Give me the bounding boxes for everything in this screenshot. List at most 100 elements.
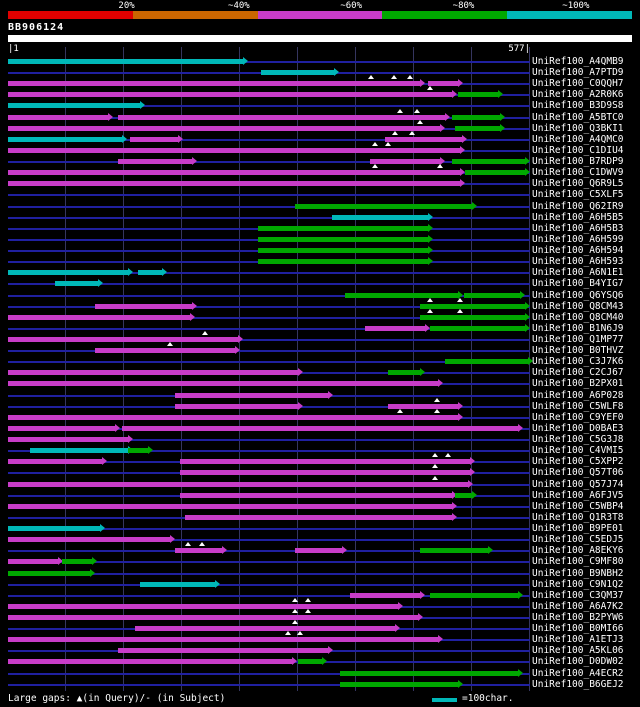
alignment-bar-magenta[interactable] <box>8 457 108 466</box>
alignment-bar-magenta[interactable] <box>94 346 241 355</box>
alignment-bar-magenta[interactable] <box>8 368 304 377</box>
hit-label[interactable]: UniRef100_B4YIG7 <box>532 278 624 290</box>
alignment-bar-cyan[interactable] <box>138 268 167 277</box>
hit-label[interactable]: UniRef100_A6H5B5 <box>532 211 624 223</box>
hit-label[interactable]: UniRef100_A6FJV5 <box>532 489 624 501</box>
alignment-bar-cyan[interactable] <box>8 57 249 65</box>
hit-label[interactable]: UniRef100_C2CJ67 <box>532 367 624 379</box>
hit-label[interactable]: UniRef100_Q62IR9 <box>532 200 624 212</box>
hit-label[interactable]: UniRef100_Q57J74 <box>532 478 624 490</box>
hit-label[interactable]: UniRef100_B9PE01 <box>532 523 624 535</box>
alignment-bar-magenta[interactable] <box>134 624 401 633</box>
alignment-bar-magenta[interactable] <box>118 646 334 655</box>
hit-label[interactable]: UniRef100_C5G3J8 <box>532 434 624 446</box>
alignment-bar-magenta[interactable] <box>8 123 446 132</box>
hit-label[interactable]: UniRef100_Q57T06 <box>532 467 624 479</box>
alignment-bar-green[interactable] <box>340 679 463 688</box>
hit-label[interactable]: UniRef100_A6A7K2 <box>532 600 624 612</box>
alignment-bar-green[interactable] <box>294 201 478 210</box>
hit-label[interactable]: UniRef100_C5EDJ5 <box>532 534 624 546</box>
alignment-bar-cyan[interactable] <box>8 268 134 277</box>
hit-label[interactable]: UniRef100_Q1R3T8 <box>532 511 624 523</box>
alignment-bar-cyan[interactable] <box>8 524 106 533</box>
alignment-bar-green[interactable] <box>340 668 524 677</box>
hit-label[interactable]: UniRef100_B6GEJ2 <box>532 678 624 690</box>
alignment-bar-green[interactable] <box>257 234 433 243</box>
hit-label[interactable]: UniRef100_Q8CM43 <box>532 300 624 312</box>
hit-label[interactable]: UniRef100_A1ETJ3 <box>532 634 624 646</box>
hit-label[interactable]: UniRef100_C5XPP2 <box>532 456 624 468</box>
alignment-bar-magenta[interactable] <box>130 134 184 143</box>
alignment-bar-magenta[interactable] <box>8 335 243 343</box>
alignment-bar-magenta[interactable] <box>385 134 468 143</box>
alignment-bar-green[interactable] <box>444 357 534 366</box>
hit-label[interactable]: UniRef100_D0BAE3 <box>532 422 624 434</box>
hit-label[interactable]: UniRef100_Q8CM40 <box>532 311 624 323</box>
hit-label[interactable]: UniRef100_D0DW02 <box>532 656 624 668</box>
alignment-bar-magenta[interactable] <box>8 613 423 621</box>
hit-label[interactable]: UniRef100_B9NBH2 <box>532 567 624 579</box>
hit-label[interactable]: UniRef100_C1DWV9 <box>532 167 624 179</box>
hit-label[interactable]: UniRef100_A4QMC0 <box>532 133 624 145</box>
hit-label[interactable]: UniRef100_A6N1E1 <box>532 267 624 279</box>
alignment-bar-green[interactable] <box>419 312 531 321</box>
hit-label[interactable]: UniRef100_A6H594 <box>532 245 624 257</box>
alignment-bar-magenta[interactable] <box>8 312 195 321</box>
hit-label[interactable]: UniRef100_C3J7K6 <box>532 356 624 368</box>
hit-label[interactable]: UniRef100_C5WBP4 <box>532 500 624 512</box>
alignment-bar-magenta[interactable] <box>94 301 197 310</box>
alignment-bar-magenta[interactable] <box>121 423 524 432</box>
alignment-bar-green[interactable] <box>452 157 531 166</box>
alignment-bar-green[interactable] <box>454 123 506 132</box>
alignment-bar-magenta[interactable] <box>427 79 463 88</box>
alignment-bar-cyan[interactable] <box>8 101 146 110</box>
alignment-bar-cyan[interactable] <box>29 446 134 455</box>
hit-label[interactable]: UniRef100_C5WLF8 <box>532 400 624 412</box>
hit-label[interactable]: UniRef100_C0QQH7 <box>532 78 624 90</box>
hit-label[interactable]: UniRef100_C9N1Q2 <box>532 578 624 590</box>
alignment-bar-magenta[interactable] <box>8 557 63 566</box>
hit-label[interactable]: UniRef100_A5BTC0 <box>532 111 624 123</box>
hit-label[interactable]: UniRef100_B2PYW6 <box>532 612 624 623</box>
alignment-bar-green[interactable] <box>419 301 531 310</box>
alignment-bar-cyan[interactable] <box>55 279 103 288</box>
hit-label[interactable]: UniRef100_B2PX01 <box>532 378 624 390</box>
alignment-bar-magenta[interactable] <box>8 423 120 432</box>
alignment-bar-magenta[interactable] <box>8 535 175 544</box>
hit-label[interactable]: UniRef100_B0THVZ <box>532 345 624 357</box>
hit-label[interactable]: UniRef100_C3QM37 <box>532 589 624 601</box>
alignment-bar-magenta[interactable] <box>8 112 114 121</box>
alignment-bar-green[interactable] <box>464 168 531 177</box>
alignment-bar-green[interactable] <box>452 112 506 121</box>
alignment-bar-magenta[interactable] <box>8 168 466 177</box>
alignment-bar-green[interactable] <box>257 223 433 232</box>
hit-label[interactable]: UniRef100_B0MI66 <box>532 623 624 635</box>
alignment-bar-magenta[interactable] <box>8 145 466 154</box>
alignment-bar-magenta[interactable] <box>369 157 446 166</box>
alignment-bar-magenta[interactable] <box>294 546 347 555</box>
alignment-bar-magenta[interactable] <box>118 112 450 121</box>
alignment-bar-magenta[interactable] <box>8 635 443 644</box>
alignment-bar-magenta[interactable] <box>8 501 458 510</box>
alignment-bar-green[interactable] <box>463 290 526 299</box>
alignment-bar-green[interactable] <box>387 368 425 377</box>
alignment-bar-magenta[interactable] <box>175 401 304 410</box>
alignment-bar-green[interactable] <box>345 290 463 299</box>
alignment-bar-magenta[interactable] <box>118 157 197 166</box>
alignment-bar-magenta[interactable] <box>175 546 228 555</box>
alignment-bar-magenta[interactable] <box>179 457 476 466</box>
alignment-bar-cyan[interactable] <box>331 212 433 221</box>
alignment-bar-magenta[interactable] <box>8 179 466 188</box>
hit-label[interactable]: UniRef100_A7PTD9 <box>532 67 624 79</box>
alignment-bar-cyan[interactable] <box>140 579 221 588</box>
alignment-bar-green[interactable] <box>419 546 494 555</box>
alignment-bar-green[interactable] <box>128 446 154 455</box>
alignment-bar-magenta[interactable] <box>8 601 403 610</box>
alignment-bar-magenta[interactable] <box>387 401 463 410</box>
alignment-bar-magenta[interactable] <box>179 490 458 499</box>
hit-label[interactable]: UniRef100_C4VMI5 <box>532 445 624 457</box>
alignment-bar-magenta[interactable] <box>365 323 431 332</box>
alignment-bar-green[interactable] <box>457 90 504 99</box>
alignment-bar-cyan[interactable] <box>261 68 339 77</box>
hit-label[interactable]: UniRef100_C5XLF5 <box>532 189 624 201</box>
